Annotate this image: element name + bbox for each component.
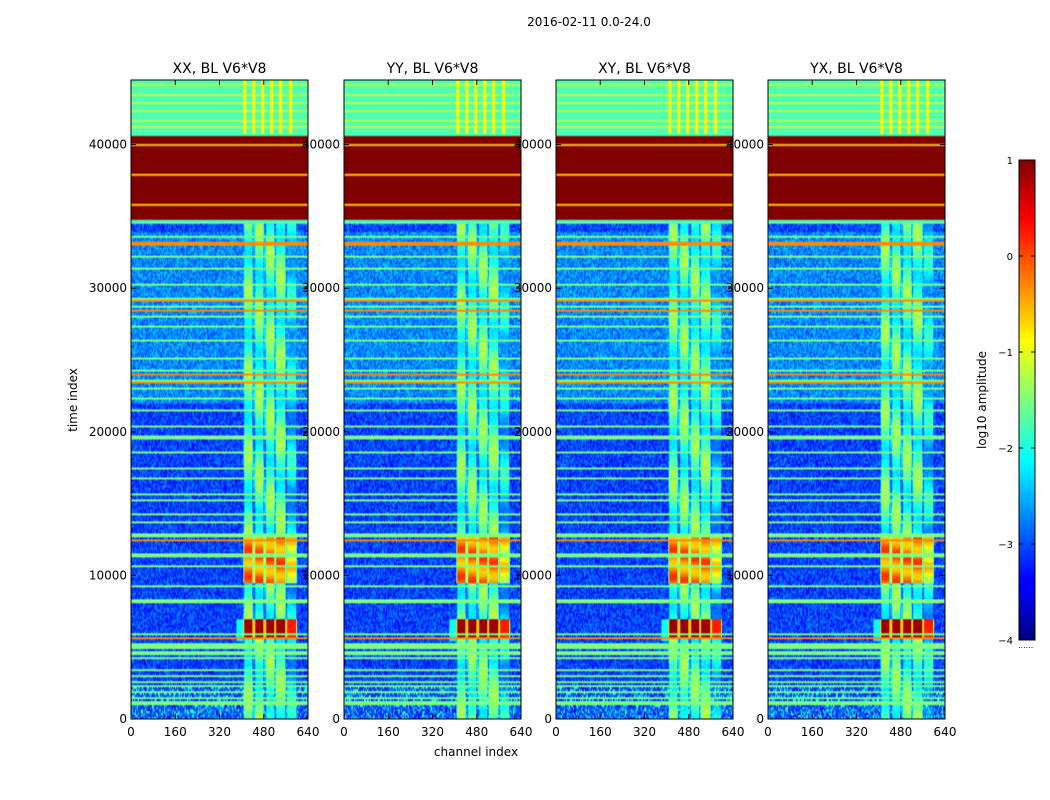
y-tick-label: 0: [332, 712, 340, 726]
panel-heatmap-image: [131, 80, 308, 719]
x-tick-label: 320: [633, 725, 656, 739]
y-tick-label: 20000: [302, 425, 340, 439]
panel-heatmap-image: [768, 80, 945, 719]
colorbar-tick-label: −3: [998, 540, 1013, 551]
colorbar-label: log10 amplitude: [975, 351, 989, 449]
y-tick-label: 10000: [302, 568, 340, 582]
panel-title: YY, BL V6*V8: [386, 61, 479, 77]
y-tick-label: 0: [119, 712, 127, 726]
y-tick-label: 30000: [302, 281, 340, 295]
colorbar: 1 0 −1 −2 −3 −4 ...... log10 amplitude: [975, 156, 1036, 650]
panel-0: XX, BL V6*V8 0 160 320 480 640 0 10000 20000 3000…: [89, 61, 320, 739]
colorbar-tick-label: 1: [1007, 156, 1013, 167]
x-tick-label: 0: [764, 725, 772, 739]
y-tick-label: 30000: [514, 281, 552, 295]
y-tick-label: 0: [544, 712, 552, 726]
y-tick-label: 20000: [514, 425, 552, 439]
x-tick-label: 480: [252, 725, 275, 739]
panel-1: YY, BL V6*V8 0 160 320 480 640 0 10000 20000 3000…: [302, 61, 533, 739]
panel-3: YX, BL V6*V8 0 160 320 480 640 0 10000 20000 3000…: [726, 61, 957, 739]
y-tick-label: 40000: [514, 138, 552, 152]
y-tick-label: 10000: [89, 568, 127, 582]
x-tick-label: 640: [297, 725, 320, 739]
x-tick-label: 160: [589, 725, 612, 739]
x-tick-label: 480: [677, 725, 700, 739]
panel-2: XY, BL V6*V8 0 160 320 480 640 0 10000 20000 3000…: [514, 61, 745, 739]
x-tick-label: 320: [845, 725, 868, 739]
x-tick-label: 640: [510, 725, 533, 739]
y-tick-label: 0: [756, 712, 764, 726]
colorbar-tick-label: −4: [998, 636, 1013, 647]
x-tick-label: 320: [208, 725, 231, 739]
x-tick-label: 160: [801, 725, 824, 739]
x-tick-label: 0: [552, 725, 560, 739]
colorbar-tick-label: 0: [1007, 252, 1013, 263]
y-tick-label: 20000: [726, 425, 764, 439]
colorbar-gradient: [1018, 159, 1036, 641]
x-tick-label: 0: [340, 725, 348, 739]
y-tick-label: 10000: [514, 568, 552, 582]
x-tick-label: 480: [465, 725, 488, 739]
y-tick-label: 10000: [726, 568, 764, 582]
y-axis-label: time index: [66, 368, 80, 432]
x-tick-label: 480: [889, 725, 912, 739]
x-tick-label: 160: [164, 725, 187, 739]
figure-suptitle: 2016-02-11 0.0-24.0: [527, 15, 651, 29]
y-tick-label: 40000: [89, 138, 127, 152]
panel-title: YX, BL V6*V8: [809, 61, 903, 77]
x-tick-label: 0: [127, 725, 135, 739]
colorbar-tick-label: −2: [998, 444, 1013, 455]
colorbar-ticks: 1 0 −1 −2 −3 −4: [998, 156, 1035, 647]
panel-title: XX, BL V6*V8: [173, 61, 267, 77]
x-axis-label: channel index: [434, 745, 518, 759]
y-tick-label: 30000: [726, 281, 764, 295]
x-tick-label: 640: [934, 725, 957, 739]
y-tick-label: 20000: [89, 425, 127, 439]
y-tick-label: 40000: [726, 138, 764, 152]
y-tick-label: 40000: [302, 138, 340, 152]
panel-heatmap-image: [556, 80, 733, 719]
panel-heatmap-image: [344, 80, 521, 719]
x-tick-label: 160: [377, 725, 400, 739]
x-tick-label: 640: [722, 725, 745, 739]
y-tick-label: 30000: [89, 281, 127, 295]
colorbar-low-marker: ......: [1018, 641, 1033, 650]
colorbar-tick-label: −1: [998, 348, 1013, 359]
x-tick-label: 320: [421, 725, 444, 739]
heatmap-panels: XX, BL V6*V8 0 160 320 480 640 0 10000 20000 3000…: [89, 61, 957, 739]
panel-title: XY, BL V6*V8: [598, 61, 691, 77]
